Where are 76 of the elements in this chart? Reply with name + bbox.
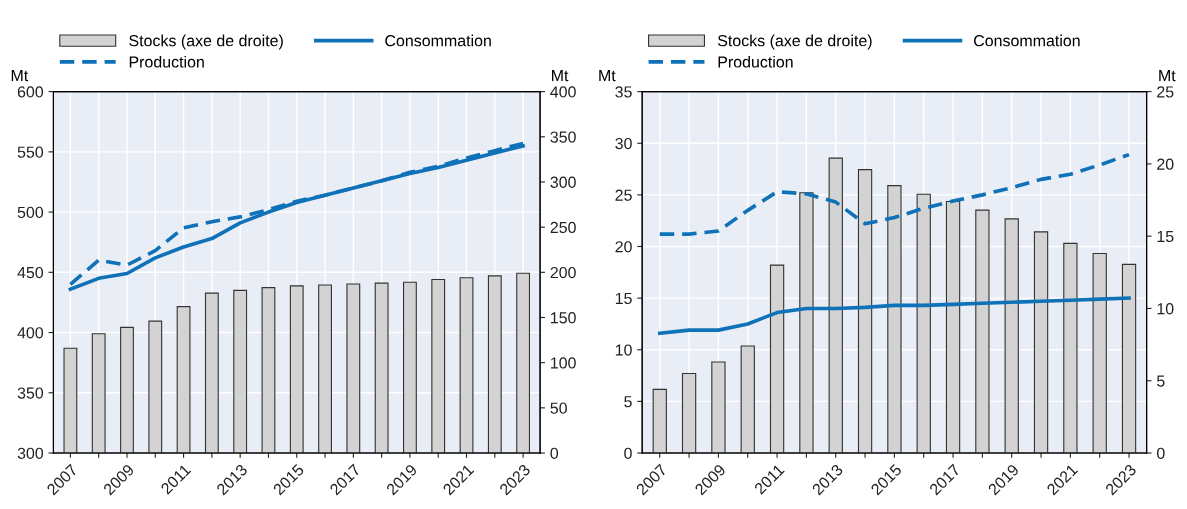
bar: [148, 320, 163, 454]
bar: [1004, 218, 1019, 454]
bar: [1092, 252, 1107, 454]
y-tick-label: 35: [615, 86, 632, 98]
bar: [318, 284, 332, 454]
y-tick-label: 600: [17, 86, 44, 98]
y-tick-label: 10: [615, 344, 632, 356]
y2-tick-label: 10: [1157, 303, 1174, 315]
legend-label: Consommation: [974, 34, 1080, 47]
y-tick-label: 5: [624, 396, 632, 408]
bar: [857, 169, 873, 454]
y2-tick-label: 100: [551, 357, 576, 369]
bar: [681, 372, 697, 454]
y-tick-label: 350: [17, 387, 44, 399]
y2-tick-label: 25: [1157, 86, 1174, 98]
y-tick-label: 400: [17, 327, 44, 339]
y2-tick-label: 300: [550, 176, 576, 188]
y-tick-label: 15: [615, 292, 632, 305]
y-axis-title: Mt: [11, 70, 29, 82]
bar: [1033, 231, 1049, 454]
y2-tick-label: 150: [551, 312, 576, 324]
y2-axis-title: Mt: [1159, 70, 1176, 82]
y2-tick-label: 400: [550, 86, 576, 98]
bar: [204, 292, 219, 454]
legend-label: Consommation: [385, 34, 491, 47]
y-tick-label: 300: [17, 447, 44, 459]
bar: [945, 200, 961, 454]
bar: [289, 285, 304, 454]
y2-tick-label: 200: [550, 266, 576, 279]
y-tick-label: 25: [615, 189, 632, 201]
y2-axis-title: Mt: [551, 70, 569, 82]
bar: [916, 193, 931, 454]
legend-label: Stocks (axe de droite): [129, 34, 283, 50]
y2-tick-label: 350: [550, 131, 576, 143]
legend-label: Stocks (axe de droite): [717, 34, 872, 50]
bar: [176, 306, 191, 454]
bar: [459, 277, 474, 454]
bar: [516, 272, 531, 454]
y2-tick-label: 0: [550, 447, 559, 459]
y-tick-label: 20: [615, 241, 632, 253]
y2-tick-label: 20: [1157, 158, 1174, 170]
bar: [887, 185, 902, 454]
bar: [403, 281, 417, 454]
bar: [431, 278, 446, 454]
bar: [799, 192, 814, 454]
bar: [711, 361, 726, 454]
bar: [346, 283, 361, 454]
y-tick-label: 0: [624, 447, 632, 459]
bar: [91, 333, 106, 454]
y-axis-title: Mt: [599, 70, 616, 82]
legend-label: Production: [129, 55, 204, 68]
bar: [261, 287, 276, 454]
y2-tick-label: 15: [1157, 230, 1174, 243]
y-tick-label: 30: [615, 137, 632, 150]
bar: [975, 209, 990, 454]
y-tick-label: 450: [17, 266, 44, 279]
line-series: [657, 296, 1131, 336]
y2-tick-label: 50: [550, 402, 567, 414]
y2-tick-label: 5: [1157, 375, 1165, 387]
bar: [487, 275, 502, 454]
bar: [120, 326, 134, 454]
bar: [769, 264, 785, 454]
bar: [1121, 263, 1137, 454]
y2-tick-label: 250: [550, 221, 576, 234]
legend-label: Production: [718, 55, 793, 68]
bar: [828, 157, 843, 454]
y-tick-label: 500: [17, 206, 44, 219]
line-series: [657, 152, 1131, 236]
bar: [63, 347, 78, 454]
y2-tick-label: 0: [1156, 447, 1165, 459]
bar: [740, 345, 755, 454]
y-tick-label: 550: [17, 146, 44, 158]
bar: [374, 282, 389, 454]
bar: [233, 289, 248, 454]
bar: [652, 388, 667, 454]
bar: [1063, 242, 1078, 454]
